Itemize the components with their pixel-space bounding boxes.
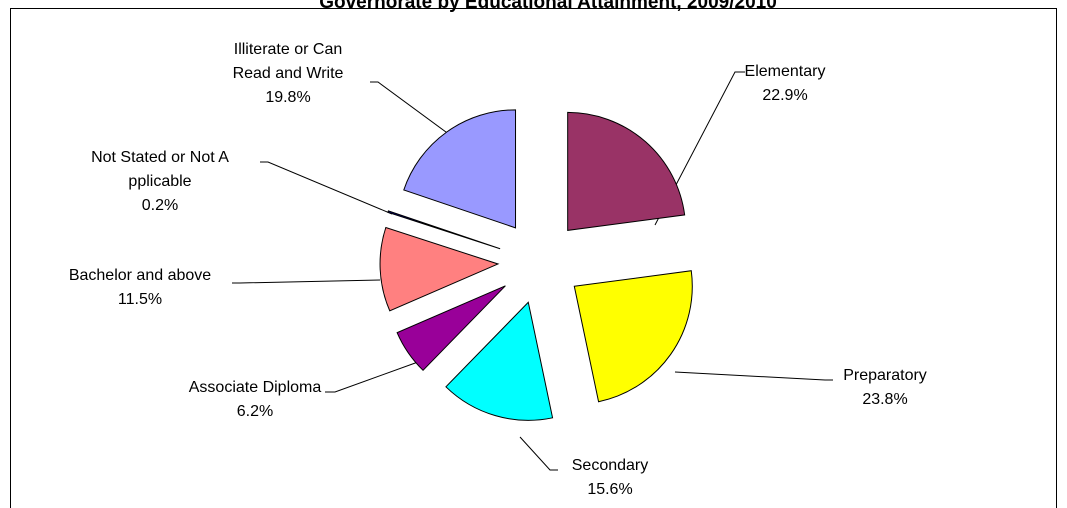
- slice-value-label: 23.8%: [862, 391, 907, 408]
- leader-lines: [232, 71, 833, 471]
- slice-label: Elementary: [745, 63, 826, 80]
- pie-slice: [379, 226, 500, 312]
- slice-value-label: 6.2%: [237, 403, 273, 420]
- slice-label: Secondary: [572, 457, 649, 474]
- plot-frame: [10, 8, 1057, 508]
- pie-slice: [445, 301, 554, 421]
- slice-value-label: 19.8%: [265, 89, 310, 106]
- chart-title: Governorate by Educational Attainment, 2…: [319, 0, 777, 13]
- pie-slice: [396, 285, 506, 372]
- slice-label: Bachelor and above: [69, 267, 211, 284]
- pie-slice: [573, 270, 693, 403]
- pie-slice: [403, 109, 517, 229]
- pie-slice: [567, 111, 686, 231]
- slice-value-label: 15.6%: [587, 481, 632, 498]
- slice-label: Associate Diploma: [189, 379, 322, 396]
- slice-label: Preparatory: [843, 367, 927, 384]
- slice-value-label: 11.5%: [118, 291, 162, 308]
- pie-slice: [387, 210, 501, 250]
- slice-label: Illiterate or Can Read and Write: [233, 41, 344, 82]
- slice-value-label: 22.9%: [762, 87, 807, 104]
- slice-value-label: 0.2%: [142, 197, 178, 214]
